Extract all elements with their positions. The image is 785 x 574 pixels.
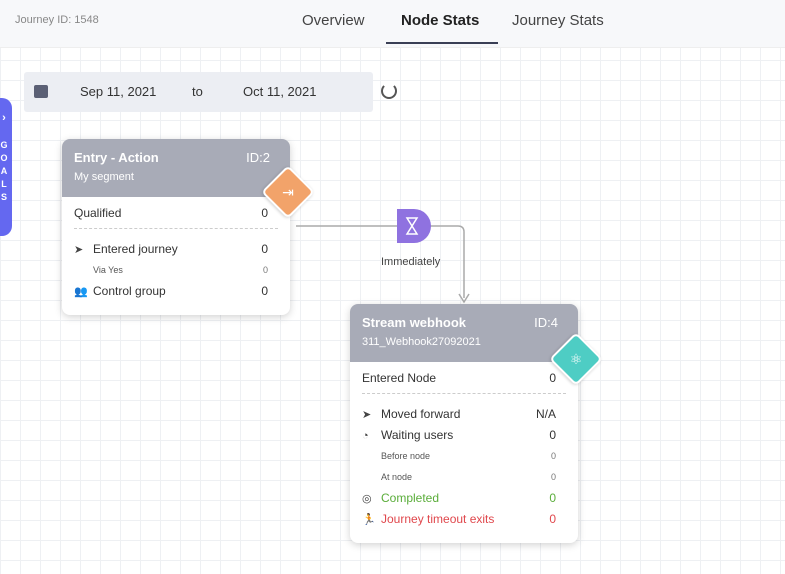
journey-id: Journey ID: 1548 — [15, 14, 99, 26]
node-title: Stream webhook — [362, 315, 467, 330]
date-to-label: to — [192, 84, 203, 99]
stat-completed: ◎ Completed 0 — [350, 488, 578, 509]
stat-entered-node: Entered Node 0 — [362, 371, 556, 385]
running-person-icon: 🏃 — [362, 514, 376, 526]
webhook-node-card[interactable]: Stream webhook ID:4 311_Webhook27092021 En… — [350, 304, 603, 543]
stat-qualified: Qualified 0 — [74, 206, 268, 220]
goals-panel-toggle[interactable]: › G O A L S — [0, 98, 12, 236]
chevron-right-icon: › — [2, 112, 6, 124]
refresh-icon[interactable] — [381, 83, 397, 99]
door-enter-icon: ⇥ — [282, 184, 294, 200]
node-id: ID:4 — [534, 315, 558, 330]
wait-label: Immediately — [381, 256, 441, 268]
stat-entered-journey: ➤ Entered journey 0 — [62, 239, 290, 260]
paper-plane-icon: ➤ — [74, 244, 84, 256]
wait-node[interactable] — [396, 208, 432, 244]
tab-overview[interactable]: Overview — [302, 12, 365, 29]
stat-timeout-exits: 🏃 Journey timeout exits 0 — [350, 509, 578, 530]
date-range-picker[interactable]: Sep 11, 2021 to Oct 11, 2021 — [24, 72, 373, 112]
stat-moved-forward: ➤ Moved forward N/A — [350, 404, 578, 425]
stat-waiting-users: ◔ Waiting users 0 — [350, 425, 578, 446]
date-from[interactable]: Sep 11, 2021 — [80, 84, 157, 99]
webhook-icon: ⚛ — [569, 351, 583, 367]
tab-node-stats[interactable]: Node Stats — [401, 12, 480, 29]
node-subtitle: My segment — [74, 171, 134, 183]
node-title: Entry - Action — [74, 150, 159, 165]
node-subtitle: 311_Webhook27092021 — [362, 336, 481, 348]
tab-journey-stats[interactable]: Journey Stats — [512, 12, 604, 29]
target-icon: ◎ — [362, 493, 372, 505]
stat-control-group: 👥 Control group 0 — [62, 281, 290, 302]
goals-letter: S — [0, 192, 7, 202]
users-icon: 👥 — [74, 286, 88, 298]
goals-letter: L — [1, 179, 7, 189]
stat-before-node: Before node 0 — [381, 451, 556, 461]
goals-letter: O — [0, 153, 8, 163]
stopwatch-icon: ◔ — [362, 430, 369, 442]
calendar-icon — [34, 85, 48, 98]
active-tab-indicator — [386, 42, 498, 44]
date-to[interactable]: Oct 11, 2021 — [243, 84, 317, 99]
goals-letter: G — [0, 140, 8, 150]
stat-at-node: At node 0 — [381, 472, 556, 482]
hourglass-icon — [405, 217, 419, 235]
goals-letter: A — [0, 166, 8, 176]
stat-via-yes: Via Yes 0 — [93, 265, 268, 275]
top-bar: Journey ID: 1548 Overview Node Stats Jou… — [0, 0, 785, 48]
node-id: ID:2 — [246, 150, 270, 165]
paper-plane-icon: ➤ — [362, 409, 372, 421]
entry-node-card[interactable]: Entry - Action ID:2 My segment Qualified 0 … — [62, 139, 315, 315]
